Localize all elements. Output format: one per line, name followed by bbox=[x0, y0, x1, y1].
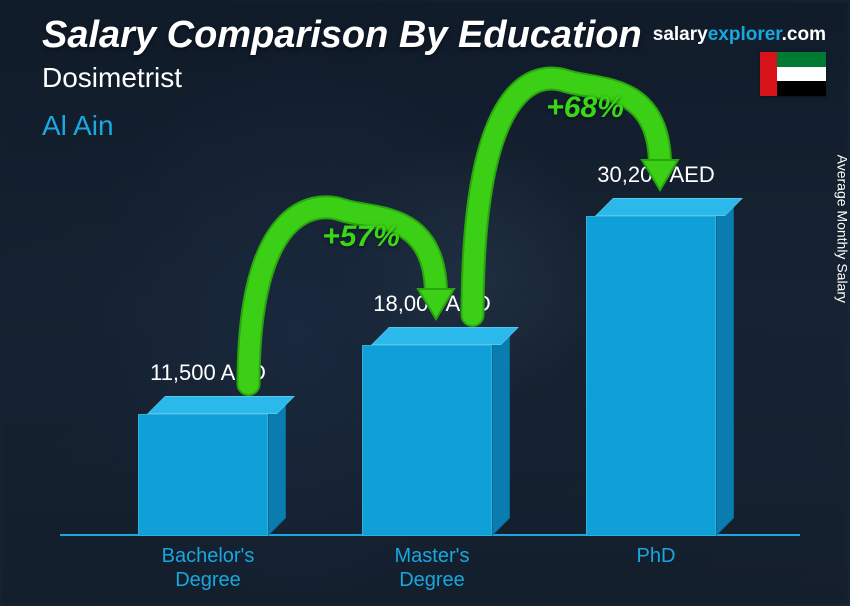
site-part2: explorer bbox=[708, 24, 782, 45]
bar-front bbox=[586, 216, 716, 536]
bar-front bbox=[138, 414, 268, 536]
site-part1: salary bbox=[653, 24, 708, 45]
job-title: Dosimetrist bbox=[42, 62, 182, 94]
page-title: Salary Comparison By Education bbox=[42, 14, 642, 57]
uae-flag-icon bbox=[760, 52, 826, 96]
bar-top bbox=[147, 396, 295, 414]
bar-side bbox=[492, 327, 510, 536]
salary-bar-chart: 11,500 AEDBachelor'sDegree18,000 AEDMast… bbox=[100, 170, 740, 536]
site-watermark: salaryexplorer.com bbox=[653, 24, 826, 46]
location-label: Al Ain bbox=[42, 110, 114, 142]
bar-front bbox=[362, 345, 492, 536]
increase-percent-label: +57% bbox=[322, 220, 400, 254]
bar-category-label: PhD bbox=[576, 544, 736, 568]
y-axis-label: Average Monthly Salary bbox=[834, 155, 850, 303]
bar-top bbox=[371, 327, 519, 345]
site-part3: .com bbox=[782, 24, 826, 45]
bar-category-label: Master'sDegree bbox=[352, 544, 512, 592]
bar-side bbox=[716, 198, 734, 536]
bar-category-label: Bachelor'sDegree bbox=[128, 544, 288, 592]
bar-value-label: 30,200 AED bbox=[566, 162, 746, 188]
bar-value-label: 18,000 AED bbox=[342, 291, 522, 317]
bar-side bbox=[268, 396, 286, 536]
bar-value-label: 11,500 AED bbox=[118, 360, 298, 386]
increase-percent-label: +68% bbox=[546, 91, 624, 125]
bar-top bbox=[595, 198, 743, 216]
